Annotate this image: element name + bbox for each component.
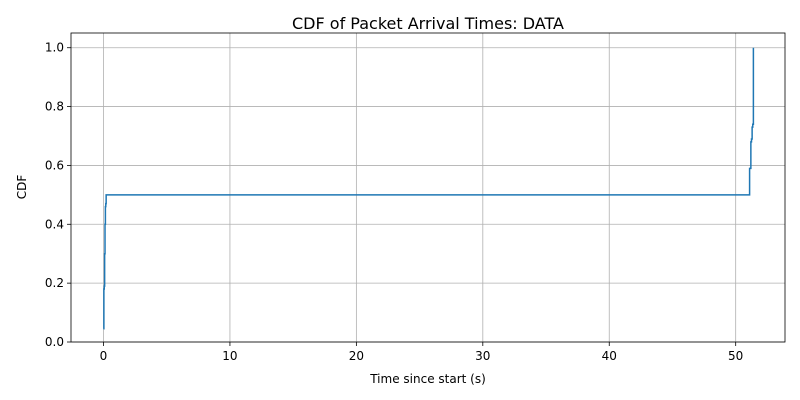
y-axis-label: CDF [15,175,29,200]
x-tick-label: 0 [100,349,108,363]
x-tick-label: 10 [222,349,237,363]
y-tick-label: 0.0 [45,335,64,349]
y-tick-label: 0.4 [45,217,64,231]
y-tick-label: 0.8 [45,100,64,114]
x-axis-label: Time since start (s) [369,372,486,386]
chart-title: CDF of Packet Arrival Times: DATA [292,14,564,33]
x-tick-label: 50 [728,349,743,363]
x-tick-label: 40 [602,349,617,363]
grid-layer [71,33,785,343]
x-tick-label: 30 [475,349,490,363]
x-tick-label: 20 [349,349,364,363]
cdf-step-line [103,47,755,330]
y-tick-label: 0.2 [45,276,64,290]
plot-frame [70,32,786,343]
y-tick-label: 0.6 [45,158,64,172]
tick-layer: 0 10 20 30 40 50 0.0 0.2 0.4 0.6 0.8 1.0 [45,41,743,363]
series-layer [103,47,755,330]
y-tick-label: 1.0 [45,41,64,55]
